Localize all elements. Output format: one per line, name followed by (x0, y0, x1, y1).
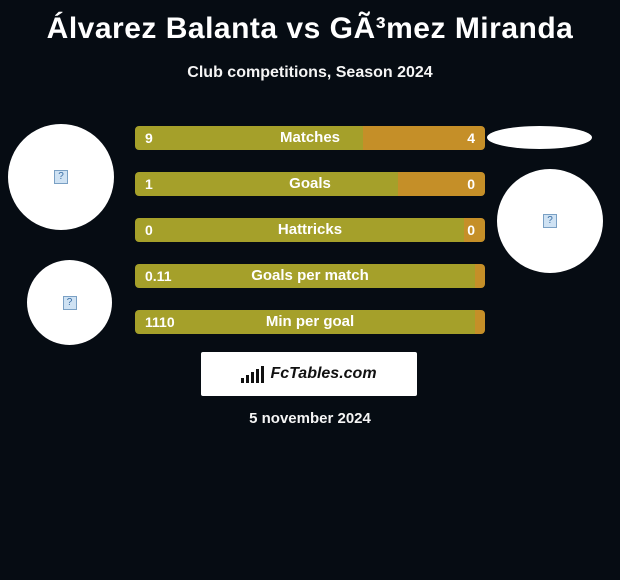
image-placeholder-icon (54, 170, 68, 184)
stat-row: 10Goals (135, 172, 485, 196)
footer-date: 5 november 2024 (0, 410, 620, 427)
image-placeholder-icon (543, 214, 557, 228)
stat-label: Min per goal (135, 310, 485, 334)
brand-text: FcTables.com (270, 365, 376, 383)
player-left-avatar-2 (27, 260, 112, 345)
stat-row: 0.11Goals per match (135, 264, 485, 288)
brand-badge: FcTables.com (201, 352, 417, 396)
stat-label: Goals per match (135, 264, 485, 288)
stat-row: 94Matches (135, 126, 485, 150)
player-left-avatar-1 (8, 124, 114, 230)
stat-row: 00Hattricks (135, 218, 485, 242)
image-placeholder-icon (63, 296, 77, 310)
page-subtitle: Club competitions, Season 2024 (0, 64, 620, 82)
player-right-avatar (497, 169, 603, 273)
stat-label: Hattricks (135, 218, 485, 242)
page-title: Álvarez Balanta vs GÃ³mez Miranda (0, 0, 620, 46)
decorative-ellipse (487, 126, 592, 149)
stat-label: Goals (135, 172, 485, 196)
stat-row: 1110Min per goal (135, 310, 485, 334)
stat-label: Matches (135, 126, 485, 150)
stats-bars: 94Matches 10Goals 00Hattricks 0.11Goals per… (135, 126, 485, 356)
brand-bars-icon (241, 365, 264, 383)
